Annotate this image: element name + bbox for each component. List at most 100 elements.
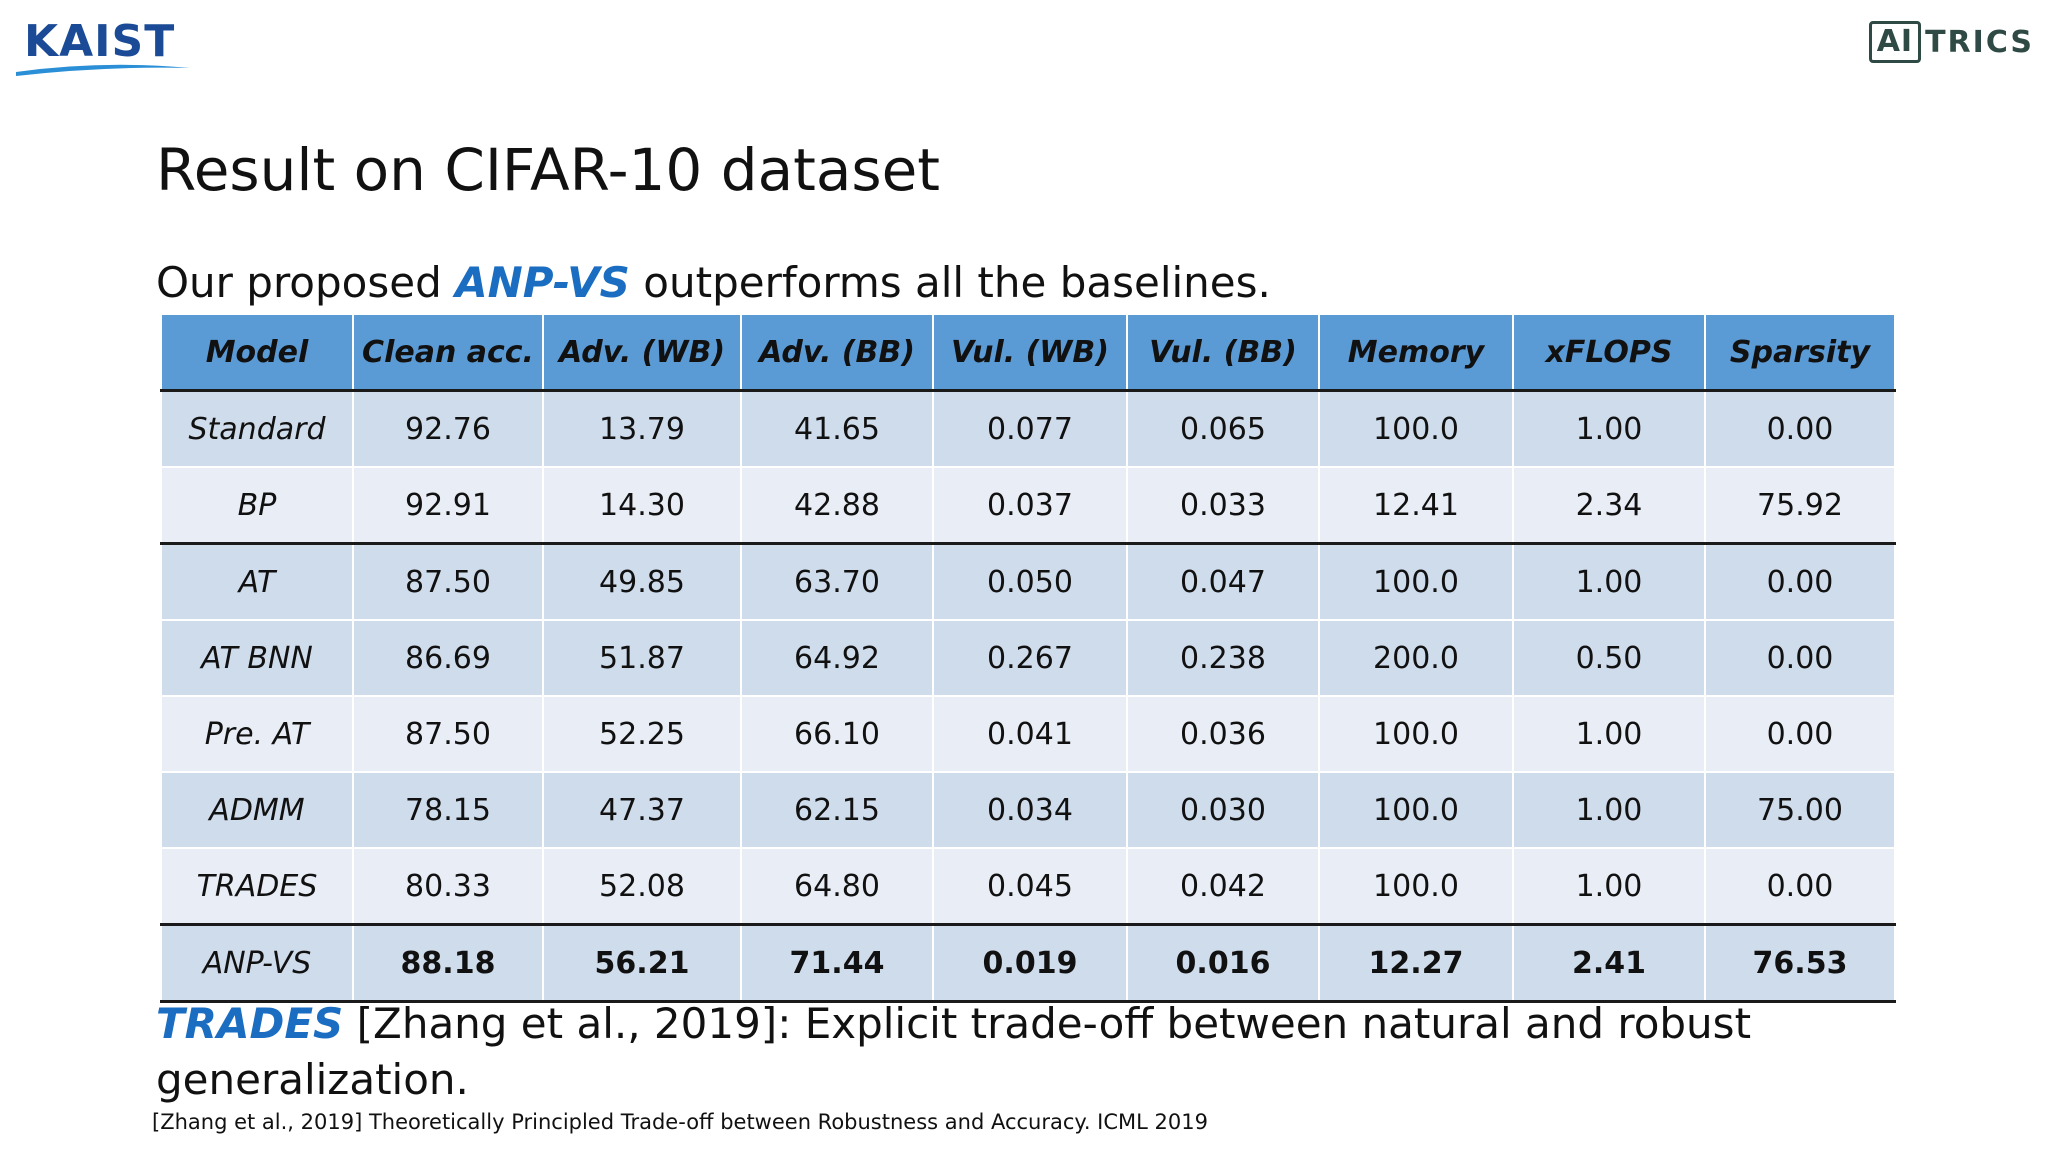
value-cell: 92.91 xyxy=(352,466,544,544)
results-table: Model Clean acc. Adv. (WB) Adv. (BB) Vul… xyxy=(160,315,1896,1003)
value-cell: 0.016 xyxy=(1126,923,1320,1003)
value-cell: 0.042 xyxy=(1126,847,1320,925)
value-cell: 0.50 xyxy=(1512,619,1706,696)
value-cell: 0.00 xyxy=(1704,619,1896,696)
value-cell: 52.25 xyxy=(542,695,742,772)
value-cell: 0.00 xyxy=(1704,389,1896,467)
value-cell: 92.76 xyxy=(352,389,544,467)
aitrics-logo-text: TRICS xyxy=(1925,24,2034,60)
aitrics-logo: AI TRICS xyxy=(1868,20,2034,64)
value-cell: 64.92 xyxy=(740,619,934,696)
value-cell: 42.88 xyxy=(740,466,934,544)
value-cell: 49.85 xyxy=(542,542,742,620)
value-cell: 0.050 xyxy=(932,542,1128,620)
value-cell: 0.00 xyxy=(1704,695,1896,772)
reference-citation: [Zhang et al., 2019] Theoretically Princ… xyxy=(152,1110,1208,1134)
subtitle-highlight: ANP-VS xyxy=(455,258,630,307)
value-cell: 41.65 xyxy=(740,389,934,467)
value-cell: 56.21 xyxy=(542,923,742,1003)
table-row: TRADES 80.33 52.08 64.80 0.045 0.042 100.0 1.00… xyxy=(160,847,1896,925)
value-cell: 13.79 xyxy=(542,389,742,467)
value-cell: 0.00 xyxy=(1704,542,1896,620)
model-cell: AT xyxy=(160,542,354,620)
value-cell: 2.41 xyxy=(1512,923,1706,1003)
value-cell: 86.69 xyxy=(352,619,544,696)
note-text: [Zhang et al., 2019]: Explicit trade-off… xyxy=(156,999,1752,1104)
kaist-logo-text: KAIST xyxy=(24,16,176,67)
value-cell: 100.0 xyxy=(1318,389,1514,467)
header-cell: Vul. (WB) xyxy=(932,315,1128,392)
value-cell: 75.00 xyxy=(1704,771,1896,848)
value-cell: 1.00 xyxy=(1512,695,1706,772)
value-cell: 66.10 xyxy=(740,695,934,772)
subtitle-prefix: Our proposed xyxy=(156,258,456,307)
value-cell: 80.33 xyxy=(352,847,544,925)
value-cell: 1.00 xyxy=(1512,771,1706,848)
value-cell: 63.70 xyxy=(740,542,934,620)
value-cell: 76.53 xyxy=(1704,923,1896,1003)
table-row: ADMM 78.15 47.37 62.15 0.034 0.030 100.0 1.00 75… xyxy=(160,771,1896,848)
value-cell: 100.0 xyxy=(1318,847,1514,925)
model-cell: BP xyxy=(160,466,354,544)
value-cell: 47.37 xyxy=(542,771,742,848)
value-cell: 1.00 xyxy=(1512,542,1706,620)
value-cell: 0.019 xyxy=(932,923,1128,1003)
kaist-swoosh-icon xyxy=(16,64,190,76)
table-row: AT 87.50 49.85 63.70 0.050 0.047 100.0 1.00 0.00 xyxy=(160,542,1896,620)
value-cell: 0.033 xyxy=(1126,466,1320,544)
value-cell: 51.87 xyxy=(542,619,742,696)
subtitle-suffix: outperforms all the baselines. xyxy=(629,258,1271,307)
value-cell: 0.047 xyxy=(1126,542,1320,620)
value-cell: 200.0 xyxy=(1318,619,1514,696)
value-cell: 62.15 xyxy=(740,771,934,848)
slide-subtitle: Our proposed ANP-VS outperforms all the … xyxy=(156,258,1271,307)
table-row: BP 92.91 14.30 42.88 0.037 0.033 12.41 2.34 75.9… xyxy=(160,466,1896,544)
model-cell: Pre. AT xyxy=(160,695,354,772)
value-cell: 0.036 xyxy=(1126,695,1320,772)
model-cell: TRADES xyxy=(160,847,354,925)
value-cell: 0.030 xyxy=(1126,771,1320,848)
header-cell: Clean acc. xyxy=(352,315,544,392)
value-cell: 87.50 xyxy=(352,542,544,620)
table-row: AT BNN 86.69 51.87 64.92 0.267 0.238 200.0 0.50… xyxy=(160,619,1896,696)
value-cell: 0.037 xyxy=(932,466,1128,544)
header-cell: Adv. (BB) xyxy=(740,315,934,392)
value-cell: 100.0 xyxy=(1318,695,1514,772)
model-cell: ANP-VS xyxy=(160,923,354,1003)
table-row: ANP-VS 88.18 56.21 71.44 0.019 0.016 12.27 2.41… xyxy=(160,923,1896,1003)
table-row: Pre. AT 87.50 52.25 66.10 0.041 0.036 100.0 1.0… xyxy=(160,695,1896,772)
value-cell: 2.34 xyxy=(1512,466,1706,544)
header-cell: Model xyxy=(160,315,354,392)
header-cell: xFLOPS xyxy=(1512,315,1706,392)
trades-note: TRADES [Zhang et al., 2019]: Explicit tr… xyxy=(156,996,1916,1108)
value-cell: 52.08 xyxy=(542,847,742,925)
model-cell: AT BNN xyxy=(160,619,354,696)
header-cell: Memory xyxy=(1318,315,1514,392)
kaist-logo: KAIST xyxy=(14,14,192,76)
model-cell: Standard xyxy=(160,389,354,467)
header-cell: Adv. (WB) xyxy=(542,315,742,392)
value-cell: 0.034 xyxy=(932,771,1128,848)
value-cell: 71.44 xyxy=(740,923,934,1003)
value-cell: 100.0 xyxy=(1318,771,1514,848)
value-cell: 64.80 xyxy=(740,847,934,925)
value-cell: 0.267 xyxy=(932,619,1128,696)
header-cell: Sparsity xyxy=(1704,315,1896,392)
value-cell: 88.18 xyxy=(352,923,544,1003)
value-cell: 0.238 xyxy=(1126,619,1320,696)
table-row: Standard 92.76 13.79 41.65 0.077 0.065 100.0 1.… xyxy=(160,389,1896,467)
table-header-row: Model Clean acc. Adv. (WB) Adv. (BB) Vul… xyxy=(160,315,1896,392)
value-cell: 78.15 xyxy=(352,771,544,848)
value-cell: 100.0 xyxy=(1318,542,1514,620)
value-cell: 12.41 xyxy=(1318,466,1514,544)
value-cell: 1.00 xyxy=(1512,847,1706,925)
header-cell: Vul. (BB) xyxy=(1126,315,1320,392)
value-cell: 12.27 xyxy=(1318,923,1514,1003)
value-cell: 0.077 xyxy=(932,389,1128,467)
value-cell: 0.065 xyxy=(1126,389,1320,467)
model-cell: ADMM xyxy=(160,771,354,848)
value-cell: 1.00 xyxy=(1512,389,1706,467)
value-cell: 87.50 xyxy=(352,695,544,772)
value-cell: 0.00 xyxy=(1704,847,1896,925)
value-cell: 0.041 xyxy=(932,695,1128,772)
